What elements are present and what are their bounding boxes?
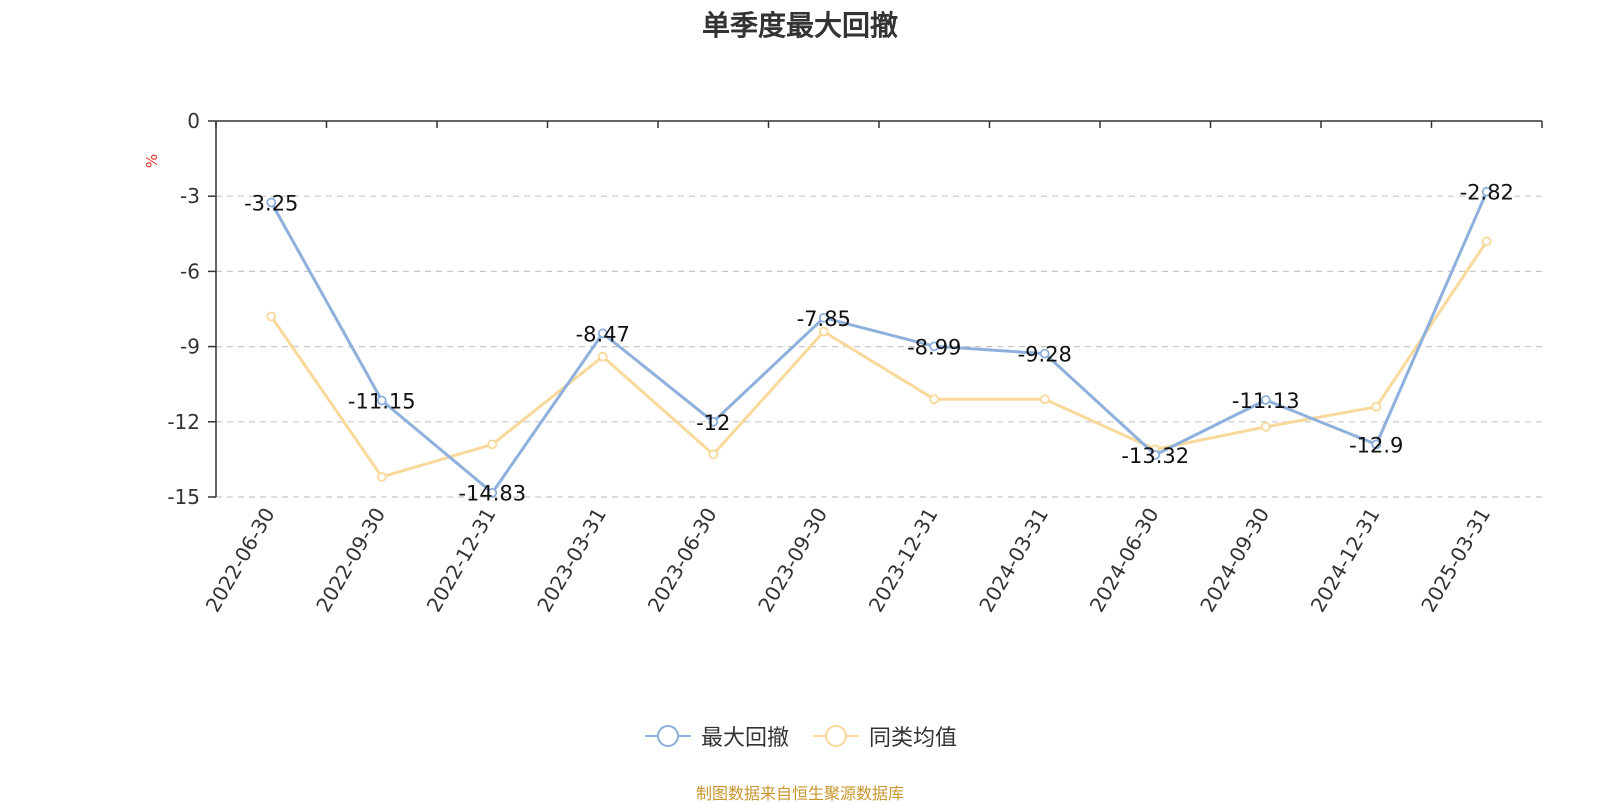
data-point	[376, 472, 387, 482]
x-tick-label: 2022-12-31	[422, 504, 501, 617]
data-label: -8.47	[576, 322, 630, 346]
legend-item[interactable]: 最大回撤	[643, 720, 789, 752]
x-tick-label: 2023-09-30	[753, 504, 832, 617]
y-tick-label: -9	[180, 335, 200, 359]
data-point	[266, 197, 277, 208]
axes: 0 -3 -6 -9 -12 -15% 2022-06-30 2022-09-30 2022-1…	[143, 109, 1543, 617]
legend: 最大回撤 同类均值	[0, 720, 1600, 752]
data-point	[708, 416, 719, 427]
data-point	[1039, 348, 1050, 359]
data-point	[1481, 236, 1492, 247]
data-label: -12	[696, 411, 730, 435]
y-tick-label: -6	[180, 259, 200, 283]
x-tick-label: 2023-12-31	[864, 504, 943, 617]
data-point	[597, 351, 608, 362]
data-point	[1260, 395, 1271, 405]
legend-label: 最大回撤	[700, 726, 789, 751]
data-label: -9.28	[1018, 343, 1072, 367]
data-point	[487, 487, 498, 498]
data-label: -14.83	[458, 482, 526, 506]
data-label: -12.9	[1349, 433, 1403, 457]
series-line	[269, 239, 1489, 479]
x-tick-label: 2024-03-31	[974, 504, 1053, 617]
data-point	[708, 449, 719, 460]
data-point	[376, 395, 387, 406]
y-tick-label: -12	[167, 410, 200, 434]
data-point	[1371, 439, 1382, 450]
x-tick-label: 2023-06-30	[643, 504, 722, 617]
x-tick-label: 2024-06-30	[1085, 504, 1164, 617]
data-point	[929, 341, 940, 352]
x-tick-label: 2023-03-31	[532, 504, 611, 617]
grid-lines	[216, 195, 1542, 498]
y-axis-label: %	[143, 154, 161, 168]
series-line	[269, 190, 1489, 495]
legend-item[interactable]: 同类均值	[811, 720, 957, 752]
series-lines	[266, 186, 1492, 498]
y-tick-label: 0	[187, 109, 200, 133]
data-label: -11.15	[348, 389, 416, 413]
data-point	[1039, 394, 1050, 405]
x-tick-label: 2024-09-30	[1195, 504, 1274, 617]
data-point	[1150, 449, 1161, 460]
data-point	[487, 439, 498, 450]
x-tick-label: 2022-06-30	[201, 504, 280, 617]
y-tick-label: -3	[180, 184, 200, 208]
data-label: -3.25	[244, 191, 298, 215]
data-label: -8.99	[907, 335, 961, 359]
data-point	[818, 326, 829, 337]
data-label: -7.85	[797, 307, 851, 331]
source-note: 制图数据来自恒生聚源数据库	[695, 784, 904, 803]
data-point	[929, 394, 940, 405]
data-label: -13.32	[1121, 444, 1189, 468]
legend-marker-icon	[813, 725, 859, 747]
x-tick-label: 2025-03-31	[1416, 504, 1495, 617]
legend-label: 同类均值	[869, 726, 958, 751]
data-point	[1481, 186, 1492, 197]
data-label: -11.13	[1232, 389, 1300, 413]
y-tick-label: -15	[167, 485, 200, 509]
data-label: -2.82	[1460, 181, 1514, 205]
chart-title: 单季度最大回撤	[701, 9, 898, 42]
data-labels: -3.25 -11.15 -14.83 -8.47 -12 -7.85 -8.99 -9.28…	[244, 181, 1514, 506]
x-tick-label: 2024-12-31	[1306, 504, 1385, 617]
data-point	[818, 312, 829, 323]
data-point	[597, 328, 608, 339]
legend-marker-icon	[644, 725, 691, 747]
data-point	[1371, 401, 1382, 412]
data-point	[1260, 421, 1271, 432]
data-point	[266, 311, 277, 322]
x-tick-label: 2022-09-30	[311, 504, 390, 617]
